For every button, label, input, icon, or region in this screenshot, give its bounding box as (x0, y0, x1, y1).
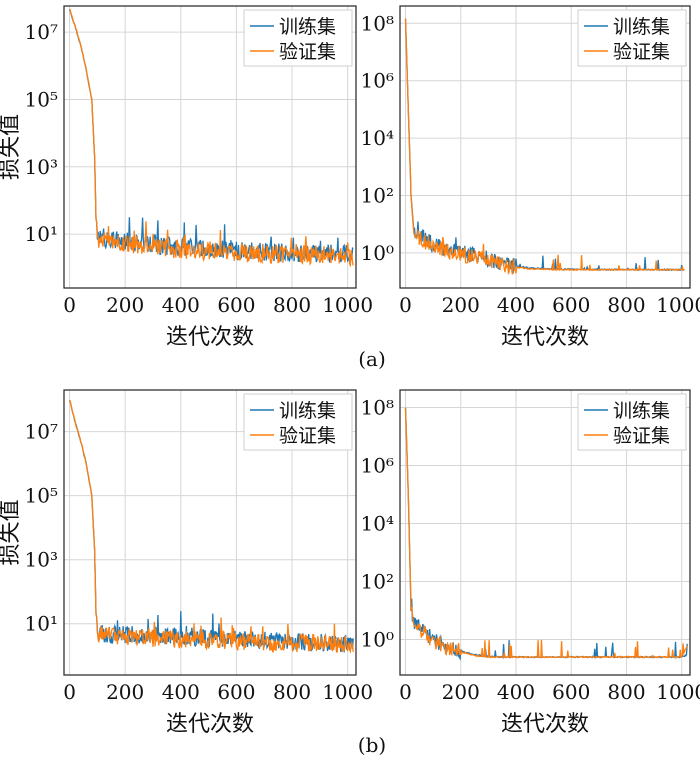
legend-label: 验证集 (279, 425, 336, 447)
legend-box (243, 9, 353, 67)
x-tick-label: 0 (399, 680, 412, 704)
legend-label: 验证集 (613, 41, 670, 63)
legend-label: 训练集 (613, 16, 670, 38)
chart-b-right: 0 200 400 600 800 1000 10⁰ 10² 10⁴ 10⁶ 10⁸ 训练集验证集迭代… (361, 389, 700, 737)
legend-label: 训练集 (279, 16, 336, 38)
y-tick-label: 10⁶ (361, 453, 394, 477)
x-tick-label: 600 (217, 293, 255, 317)
chart-a-right: 0 200 400 600 800 1000 10⁰ 10² 10⁴ 10⁶ 10⁸ 训练集验证集迭代… (361, 5, 700, 350)
legend-label: 训练集 (613, 400, 670, 422)
y-tick-label: 10⁸ (361, 395, 394, 419)
x-tick-label: 800 (273, 293, 311, 317)
y-tick-label: 10⁶ (361, 69, 394, 93)
legend-label: 验证集 (279, 41, 336, 63)
x-tick-label: 800 (273, 680, 311, 704)
x-tick-label: 1000 (656, 680, 700, 704)
series-line-train (68, 8, 354, 263)
y-tick-label: 10⁵ (25, 484, 58, 508)
y-tick-label: 10⁷ (25, 420, 58, 444)
x-tick-label: 400 (162, 293, 200, 317)
caption-b: (b) (358, 733, 386, 757)
y-tick-label: 10¹ (25, 612, 58, 636)
x-axis-title: 迭代次数 (166, 325, 254, 350)
legend-box (577, 9, 687, 67)
x-axis-title: 迭代次数 (501, 712, 589, 737)
y-tick-label: 10⁵ (25, 87, 58, 111)
caption-a: (a) (358, 347, 386, 371)
y-axis-title: 损失值 (0, 499, 23, 565)
x-tick-label: 0 (63, 680, 76, 704)
x-tick-label: 1000 (322, 293, 373, 317)
y-tick-label: 10² (361, 570, 394, 594)
x-tick-label: 1000 (322, 680, 373, 704)
series-line-val (69, 8, 354, 268)
y-tick-label: 10⁴ (361, 512, 394, 536)
x-tick-label: 400 (162, 680, 200, 704)
x-tick-label: 200 (442, 293, 480, 317)
x-tick-label: 0 (63, 293, 76, 317)
y-tick-label: 10⁴ (361, 126, 394, 150)
x-tick-label: 1000 (656, 293, 700, 317)
y-tick-label: 10¹ (25, 222, 58, 246)
series-line-val (404, 18, 685, 276)
legend-box (243, 393, 353, 451)
x-tick-label: 400 (497, 680, 535, 704)
legend-label: 训练集 (279, 400, 336, 422)
x-tick-label: 600 (552, 680, 590, 704)
x-tick-label: 800 (607, 293, 645, 317)
x-tick-label: 200 (442, 680, 480, 704)
x-tick-label: 400 (497, 293, 535, 317)
y-tick-label: 10² (361, 184, 394, 208)
series-line-val (404, 407, 688, 659)
y-axis-title: 损失值 (0, 114, 23, 180)
y-tick-label: 10⁸ (361, 11, 394, 35)
legend-label: 验证集 (613, 425, 670, 447)
x-axis-title: 迭代次数 (501, 325, 589, 350)
plot-frame (399, 5, 691, 289)
x-tick-label: 0 (399, 293, 412, 317)
plot-frame (63, 389, 357, 676)
y-tick-label: 10⁰ (361, 628, 394, 652)
y-tick-label: 10⁷ (25, 20, 58, 44)
legend-box (577, 393, 687, 451)
plot-frame (399, 389, 691, 676)
x-axis-title: 迭代次数 (166, 712, 254, 737)
y-tick-label: 10³ (25, 548, 58, 572)
plot-frame (63, 5, 357, 289)
y-tick-label: 10⁰ (361, 241, 394, 265)
x-tick-label: 800 (607, 680, 645, 704)
series-line-val (68, 399, 354, 654)
y-tick-label: 10³ (25, 155, 58, 179)
x-tick-label: 200 (106, 680, 144, 704)
x-tick-label: 600 (552, 293, 590, 317)
x-tick-label: 600 (217, 680, 255, 704)
x-tick-label: 200 (106, 293, 144, 317)
